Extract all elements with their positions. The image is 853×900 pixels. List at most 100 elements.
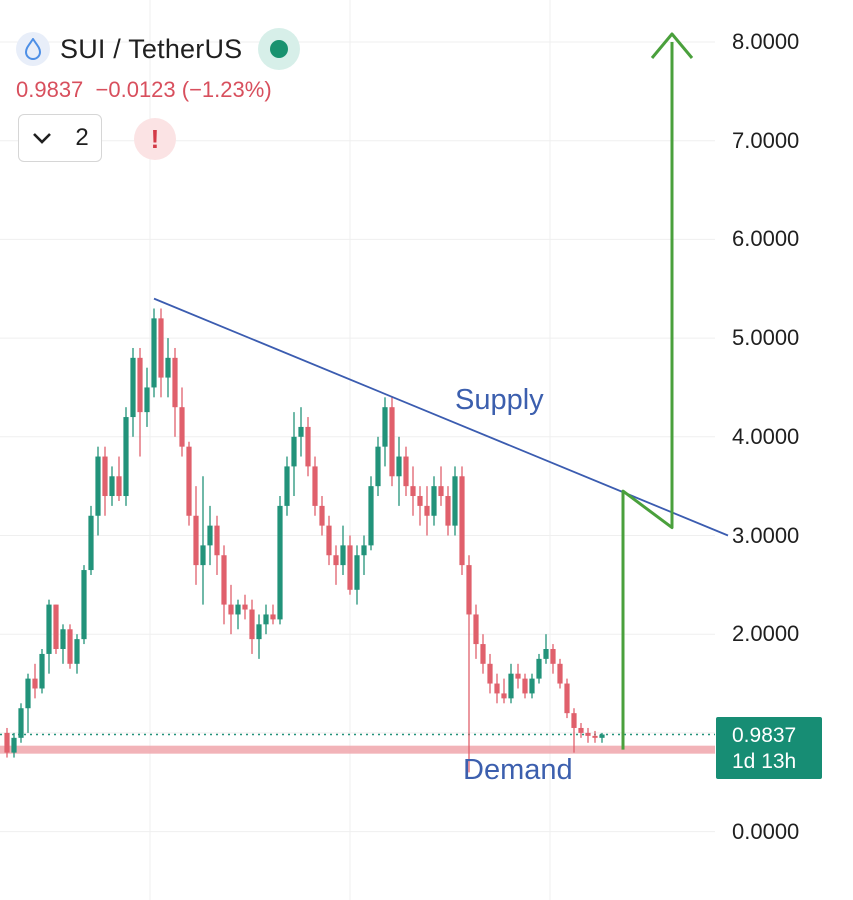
candle-up: [123, 417, 129, 497]
candle-up: [340, 545, 346, 566]
candle-down: [102, 456, 108, 497]
candle-down: [522, 678, 528, 694]
candle-down: [438, 486, 444, 497]
candle-down: [459, 476, 465, 566]
candle-up: [11, 737, 17, 753]
candle-up: [368, 486, 374, 546]
candle-up: [536, 658, 542, 679]
candle-up: [235, 604, 241, 615]
candle-up: [95, 456, 101, 516]
candle-down: [445, 496, 451, 526]
candle-up: [200, 545, 206, 566]
candle-up: [60, 629, 66, 650]
candle-up: [396, 456, 402, 477]
candle-down: [116, 476, 122, 497]
candle-up: [361, 545, 367, 556]
candle-down: [466, 565, 472, 615]
candle-down: [158, 318, 164, 378]
chevron-down-icon: [33, 133, 52, 144]
supply-label: Supply: [455, 384, 544, 416]
candle-down: [67, 629, 73, 664]
symbol-title[interactable]: SUI / TetherUS: [60, 33, 243, 64]
water-drop-icon: [16, 32, 50, 66]
candle-down: [319, 505, 325, 526]
symbol-row: SUI / TetherUS: [16, 28, 301, 70]
last-price-tag: 0.9837 1d 13h: [716, 717, 822, 779]
candle-down: [585, 732, 591, 736]
candle-down: [179, 407, 185, 447]
candle-up: [431, 486, 437, 516]
candle-up: [144, 387, 150, 413]
y-axis-tick-label: 5.0000: [732, 325, 800, 351]
candle-down: [53, 604, 59, 650]
candle-up: [207, 525, 213, 546]
candle-down: [571, 713, 577, 728]
candle-down: [333, 555, 339, 566]
interval-dropdown-button[interactable]: 2: [18, 114, 102, 162]
candle-down: [305, 426, 311, 467]
candle-up: [74, 639, 80, 664]
candlestick-series: [4, 308, 605, 773]
candle-up: [46, 604, 52, 654]
candle-up: [263, 614, 269, 625]
candle-up: [25, 678, 31, 709]
y-axis-tick-label: 3.0000: [732, 522, 800, 548]
candle-up: [382, 407, 388, 447]
candle-up: [88, 515, 94, 571]
demand-zone-band: [0, 745, 715, 754]
alert-icon[interactable]: !: [134, 118, 176, 160]
candle-up: [508, 673, 514, 699]
candle-down: [270, 614, 276, 620]
chart-header: SUI / TetherUS 0.9837 −0.0123 (−1.23%) 2…: [0, 0, 853, 180]
candle-up: [529, 678, 535, 694]
candle-down: [347, 545, 353, 590]
bar-countdown: 1d 13h: [732, 750, 797, 773]
candle-down: [410, 486, 416, 497]
candle-down: [193, 515, 199, 566]
candle-up: [452, 476, 458, 526]
candle-up: [256, 624, 262, 640]
candle-down: [389, 407, 395, 477]
projection-path: [621, 42, 674, 750]
candle-down: [242, 604, 248, 610]
chart-grid: [0, 0, 715, 900]
interval-count: 2: [75, 124, 89, 151]
y-axis-tick-label: 2.0000: [732, 621, 800, 647]
candle-down: [312, 466, 318, 506]
market-open-dot-icon: [270, 40, 289, 58]
candle-down: [214, 525, 220, 556]
candle-down: [487, 663, 493, 684]
y-axis-tick-label: 8.0000: [732, 29, 800, 54]
last-price-value: 0.9837: [732, 724, 797, 747]
candle-up: [39, 653, 45, 689]
candle-down: [501, 693, 507, 699]
y-axis-tick-label: 0.0000: [732, 818, 800, 844]
candle-down: [592, 735, 598, 738]
supply-trendline: [153, 297, 729, 537]
candle-down: [326, 525, 332, 556]
candle-down: [137, 357, 143, 413]
candle-down: [249, 609, 255, 640]
candle-up: [291, 436, 297, 467]
y-axis-tick-label: 6.0000: [732, 226, 800, 252]
candle-down: [32, 678, 38, 689]
market-status-icon[interactable]: [258, 28, 301, 70]
candle-up: [599, 734, 605, 738]
candle-up: [375, 446, 381, 487]
candle-down: [578, 727, 584, 733]
demand-zone: [0, 733, 715, 754]
candle-down: [403, 456, 409, 487]
candle-up: [354, 555, 360, 590]
candle-down: [564, 683, 570, 714]
candle-down: [557, 663, 563, 684]
candle-down: [480, 644, 486, 664]
candle-down: [473, 614, 479, 645]
candle-up: [298, 426, 304, 437]
candle-down: [186, 446, 192, 516]
candle-up: [18, 708, 24, 738]
candle-up: [81, 570, 87, 640]
candle-down: [228, 604, 234, 615]
candle-up: [109, 476, 115, 497]
candle-up: [277, 505, 283, 620]
